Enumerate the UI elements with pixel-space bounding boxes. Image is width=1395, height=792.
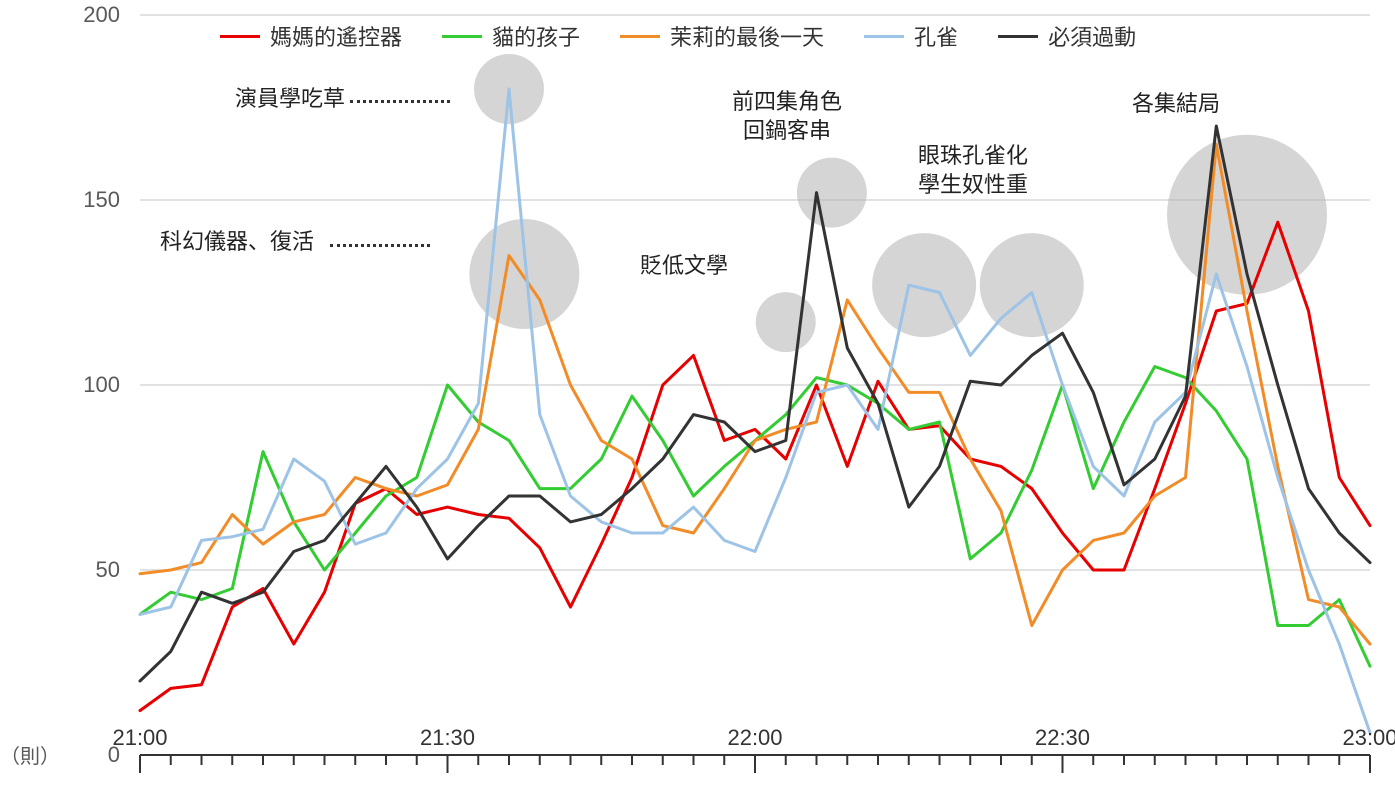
y-tick-label: 200: [0, 2, 120, 28]
y-tick-label: 50: [0, 557, 120, 583]
legend: 媽媽的遙控器 貓的孩子 茉莉的最後一天 孔雀 必須過動: [220, 20, 1136, 52]
annotation-label: 各集結局: [1132, 90, 1220, 119]
annotation-leader: [330, 244, 430, 247]
legend-item: 貓的孩子: [442, 20, 580, 52]
legend-item: 必須過動: [998, 20, 1136, 52]
x-tick-label: 22:30: [1035, 725, 1090, 751]
x-tick-label: 21:30: [420, 725, 475, 751]
legend-swatch: [442, 35, 482, 38]
legend-item: 媽媽的遙控器: [220, 20, 402, 52]
legend-label: 孔雀: [914, 20, 958, 52]
legend-item: 茉莉的最後一天: [620, 20, 824, 52]
legend-label: 媽媽的遙控器: [270, 20, 402, 52]
legend-label: 貓的孩子: [492, 20, 580, 52]
y-tick-label: 100: [0, 372, 120, 398]
legend-swatch: [998, 35, 1038, 38]
annotation-bubble: [756, 292, 816, 352]
chart-svg: [0, 0, 1395, 792]
annotation-label: 前四集角色 回鍋客串: [732, 88, 842, 145]
series-line: [140, 367, 1370, 667]
annotation-leader: [350, 100, 450, 103]
y-tick-label: 150: [0, 187, 120, 213]
legend-item: 孔雀: [864, 20, 958, 52]
legend-swatch: [620, 35, 660, 38]
x-tick-label: 22:00: [727, 725, 782, 751]
y-unit-label: （則）: [0, 740, 60, 769]
annotation-label: 眼珠孔雀化 學生奴性重: [918, 142, 1028, 199]
x-tick-label: 23:00: [1342, 725, 1395, 751]
legend-label: 必須過動: [1048, 20, 1136, 52]
legend-swatch: [220, 35, 260, 38]
legend-label: 茉莉的最後一天: [670, 20, 824, 52]
legend-swatch: [864, 35, 904, 38]
annotation-label: 演員學吃草: [235, 85, 345, 114]
annotation-bubble: [872, 233, 976, 337]
x-tick-label: 21:00: [112, 725, 167, 751]
annotation-bubble: [797, 158, 867, 228]
annotation-label: 貶低文學: [640, 252, 728, 281]
annotation-bubble: [980, 233, 1084, 337]
annotation-label: 科幻儀器、復活: [160, 228, 314, 257]
line-chart: 05010015020021:0021:3022:0022:3023:00（則）…: [0, 0, 1395, 792]
